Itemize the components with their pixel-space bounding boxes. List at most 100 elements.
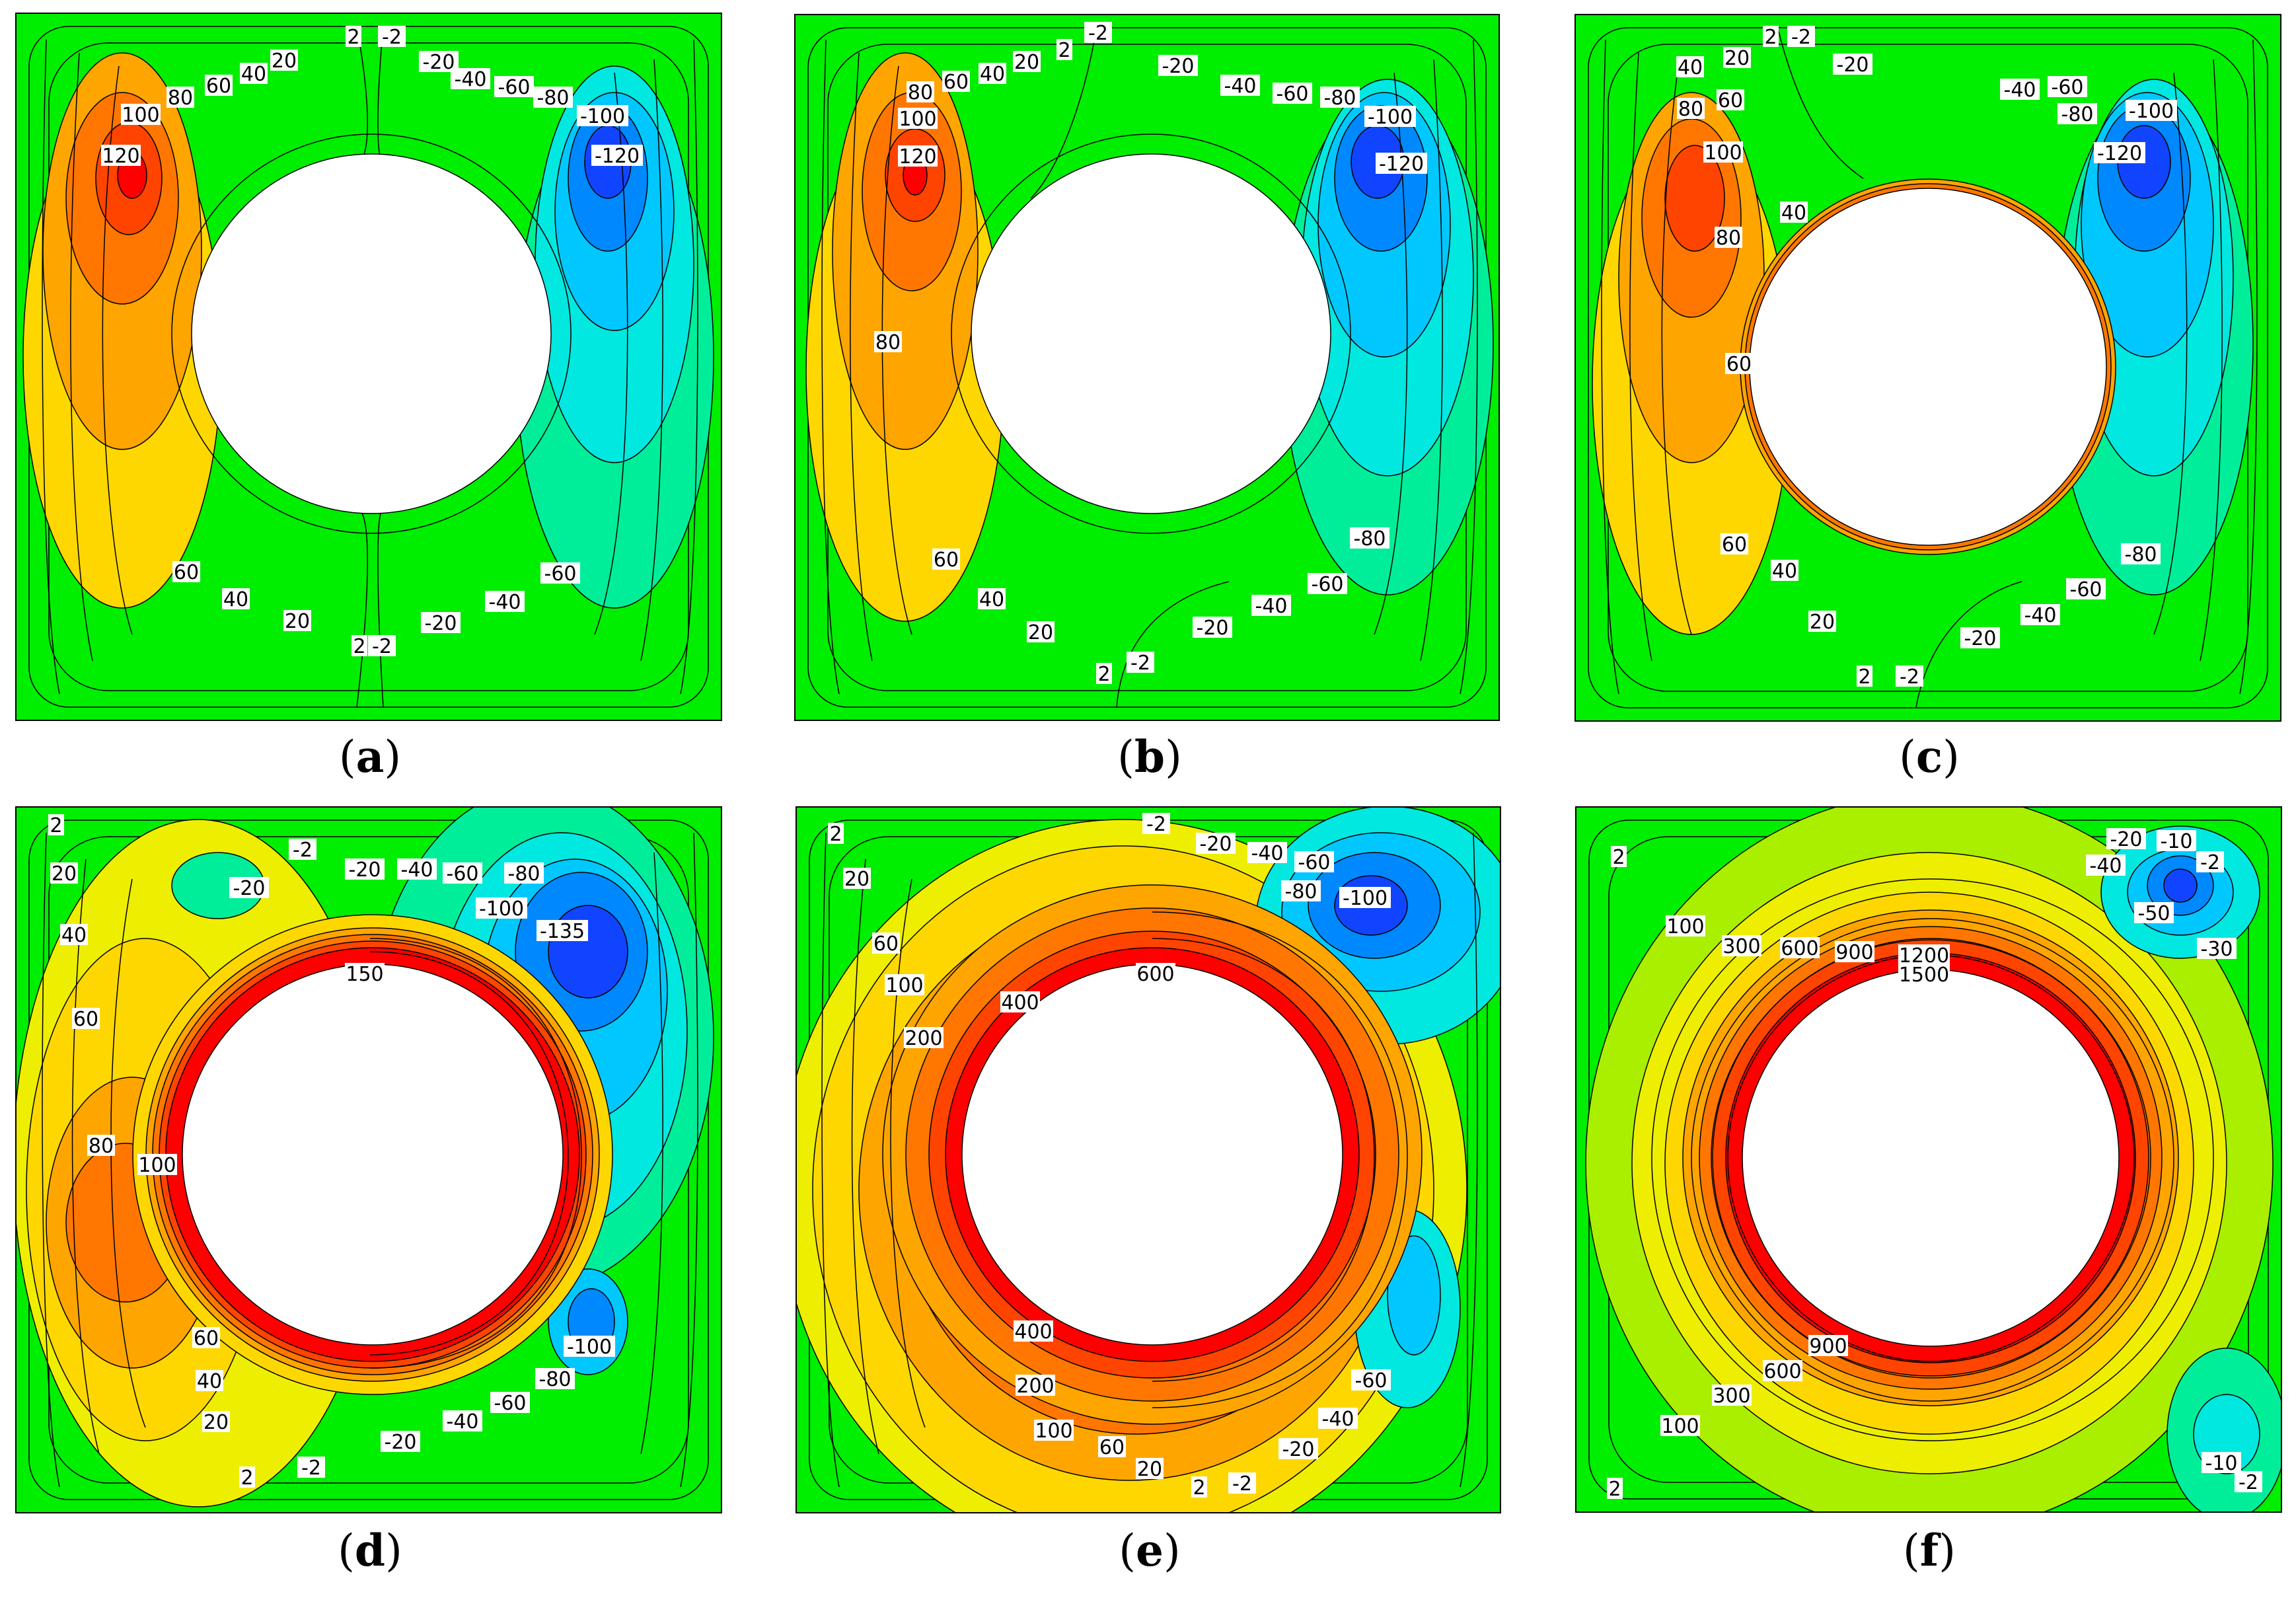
contour-line — [1460, 39, 1478, 695]
contour-label-bg — [205, 75, 233, 96]
contour-line — [42, 39, 60, 695]
contour-label: 60 — [174, 561, 199, 584]
contour-line — [356, 513, 368, 708]
contour-line — [2239, 39, 2258, 695]
contour-label: 100 — [1704, 141, 1742, 165]
contour-label-bg — [1196, 833, 1236, 854]
contour-label-bg — [2126, 100, 2177, 121]
contour-label: -20 — [349, 858, 381, 882]
contour-label: 100 — [885, 974, 923, 997]
contour-label-bg — [1251, 595, 1291, 616]
contour-label: -120 — [595, 145, 640, 168]
contour-label-bg — [2235, 1471, 2262, 1492]
contour-line — [1727, 954, 2135, 1362]
contour-label: 400 — [1001, 991, 1039, 1014]
contour-label-bg — [476, 897, 527, 919]
contour-label-bg — [932, 549, 960, 570]
contour-line — [70, 52, 93, 662]
contour-label-bg — [2048, 76, 2087, 97]
contour-label-bg — [72, 1008, 100, 1029]
contour-line — [369, 951, 569, 1355]
contour-label-bg — [1351, 1369, 1391, 1390]
contour-label: 20 — [1028, 621, 1053, 644]
contour-label-bg — [2086, 855, 2126, 876]
contour-label-bg — [1278, 1438, 1318, 1459]
contour-label-bg — [1294, 851, 1334, 872]
contour-label-bg — [979, 63, 1006, 84]
contour-label: -80 — [508, 862, 540, 886]
contour-label-bg — [1158, 55, 1198, 76]
contour-label-bg — [1098, 1436, 1126, 1457]
contour-label-bg — [2121, 543, 2161, 564]
contour-label: -50 — [2138, 902, 2170, 925]
contour-label-bg — [2106, 828, 2146, 849]
contour-label: 300 — [1722, 935, 1760, 958]
contour-label-bg — [1127, 652, 1154, 673]
contour-label: -100 — [479, 897, 524, 921]
contour-label: 20 — [204, 1411, 229, 1434]
contour-label-bg — [172, 561, 200, 582]
contour-label: -20 — [423, 51, 455, 74]
contour-label: 60 — [1099, 1436, 1125, 1459]
circular-obstacle — [961, 964, 1343, 1346]
contour-label: -40 — [1322, 1408, 1354, 1431]
contour-label: 2 — [829, 823, 842, 846]
contour-label-bg — [535, 1368, 575, 1389]
contour-label: 20 — [1810, 611, 1835, 634]
contour-label-bg — [1763, 1360, 1802, 1381]
contour-label: -40 — [1224, 75, 1257, 98]
contour-label: 2 — [241, 1467, 253, 1490]
contour-label: 200 — [905, 1027, 942, 1050]
contour-line — [640, 59, 663, 662]
contour-label-bg — [591, 145, 643, 166]
contour-label: 40 — [979, 588, 1004, 611]
contour-label-bg — [1339, 887, 1391, 908]
contour-label: -100 — [1343, 887, 1388, 910]
contour-label: -80 — [2125, 543, 2157, 566]
contour-line — [851, 858, 879, 1455]
contour-line — [1116, 581, 1230, 708]
contour-label: -2 — [2239, 1471, 2258, 1494]
contour-label-bg — [297, 1457, 325, 1478]
contour-label-bg — [1787, 26, 1815, 47]
contour-label-bg — [1281, 880, 1321, 901]
contour-label-bg — [378, 26, 406, 47]
contour-label: 2 — [1858, 666, 1870, 689]
contour-line — [369, 938, 582, 1369]
contour-label: 40 — [223, 588, 248, 611]
contour-label-bg — [1666, 915, 1705, 936]
contour-label-bg — [121, 104, 161, 125]
panel-caption-letter: b — [1134, 731, 1165, 782]
contour-label-bg — [1193, 617, 1232, 638]
contour-label: -2 — [372, 635, 392, 658]
contour-label-bg — [490, 1392, 530, 1413]
contour-label-bg — [1320, 87, 1360, 108]
contour-label-bg — [1016, 1375, 1055, 1396]
contour-label: -2 — [1791, 26, 1811, 49]
contour-label-bg — [2157, 830, 2196, 851]
contour-label: -2 — [1088, 22, 1108, 45]
contour-label: 600 — [1136, 963, 1174, 986]
contour-label-bg — [289, 839, 316, 860]
contour-label-bg — [1611, 846, 1627, 867]
contour-label-bg — [1780, 202, 1808, 223]
contour-label-bg — [907, 81, 934, 102]
contour-label-bg — [1308, 573, 1347, 594]
contour-label-bg — [1723, 47, 1751, 68]
contour-label-bg — [397, 858, 437, 880]
contour-label-bg — [48, 814, 64, 835]
contour-label-bg — [577, 105, 628, 126]
contour-label: 2 — [1193, 1476, 1205, 1500]
contour-line — [821, 832, 840, 1488]
panel-caption-letter: e — [1136, 1525, 1164, 1576]
panel-caption: (d) — [338, 1525, 402, 1576]
contour-label-bg — [872, 933, 900, 954]
contour-label: -135 — [540, 920, 585, 943]
contour-label-bg — [904, 1027, 944, 1048]
contour-label: 60 — [206, 75, 231, 98]
contour-label-bg — [843, 868, 871, 889]
contour-label: 40 — [61, 924, 87, 947]
